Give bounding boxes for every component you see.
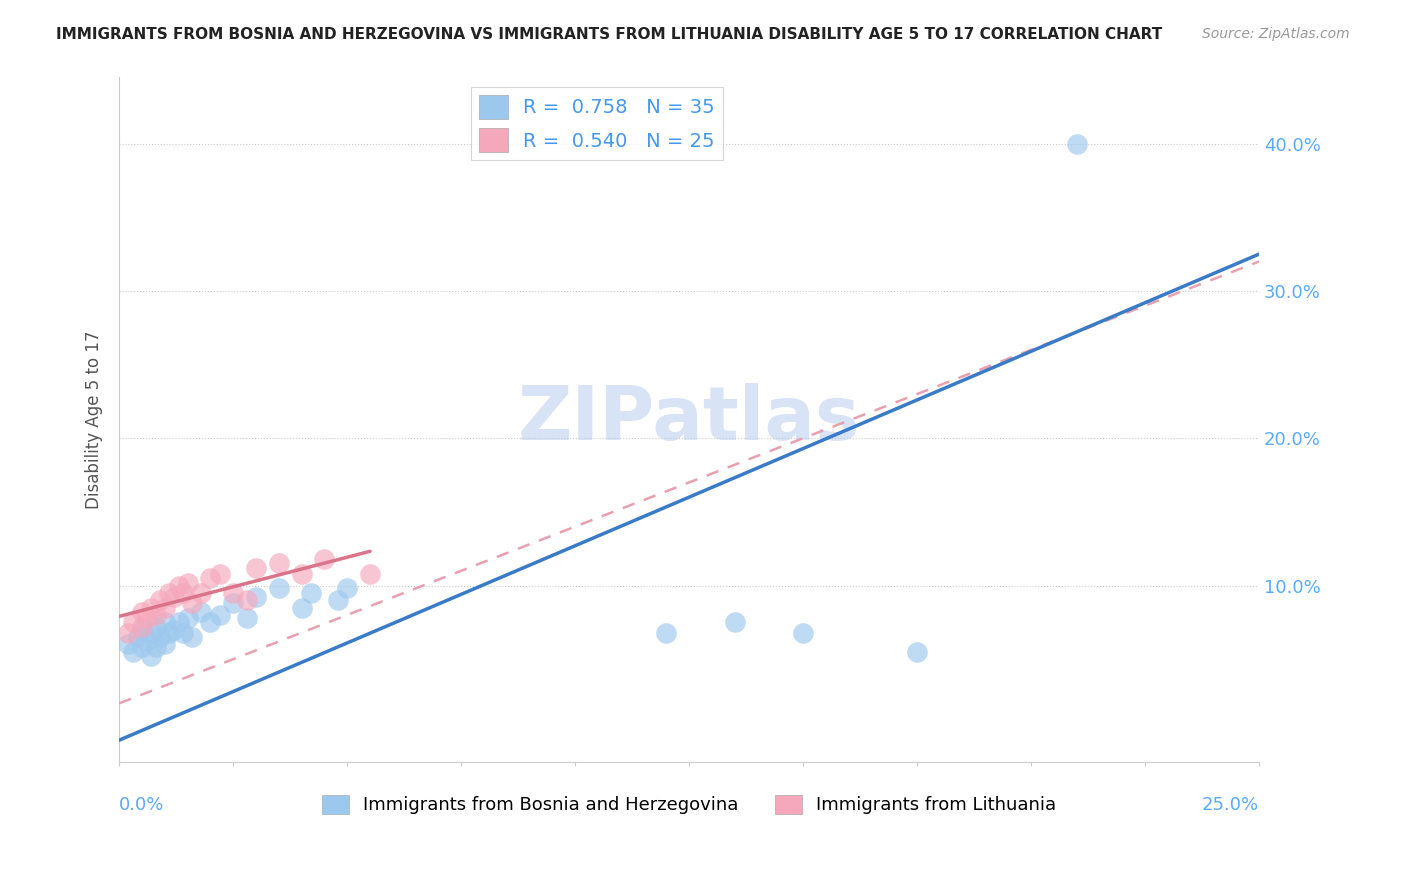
Text: ZIPatlas: ZIPatlas <box>517 384 860 457</box>
Point <box>122 645 145 659</box>
Point <box>145 620 167 634</box>
Point <box>222 596 245 610</box>
Point <box>236 593 259 607</box>
Point <box>141 625 163 640</box>
Point <box>291 566 314 581</box>
Point <box>336 582 359 596</box>
Text: IMMIGRANTS FROM BOSNIA AND HERZEGOVINA VS IMMIGRANTS FROM LITHUANIA DISABILITY A: IMMIGRANTS FROM BOSNIA AND HERZEGOVINA V… <box>56 27 1163 42</box>
Point <box>141 600 163 615</box>
Point <box>176 575 198 590</box>
Point <box>724 615 747 630</box>
Point <box>153 600 176 615</box>
Point <box>222 586 245 600</box>
Point <box>141 649 163 664</box>
Point <box>291 600 314 615</box>
Point <box>359 566 381 581</box>
Point <box>176 611 198 625</box>
Point <box>149 593 172 607</box>
Point <box>131 620 153 634</box>
Text: 25.0%: 25.0% <box>1202 797 1258 814</box>
Point <box>172 625 194 640</box>
Point <box>190 605 212 619</box>
Point <box>131 605 153 619</box>
Point <box>314 552 336 566</box>
Point <box>163 623 186 637</box>
Point <box>905 645 928 659</box>
Point <box>135 634 157 648</box>
Point <box>163 591 186 605</box>
Point <box>190 586 212 600</box>
Point <box>200 571 222 585</box>
Point <box>157 586 180 600</box>
Point <box>245 591 267 605</box>
Point <box>267 582 290 596</box>
Point <box>181 596 204 610</box>
Point <box>167 615 190 630</box>
Point <box>153 615 176 630</box>
Point <box>172 586 194 600</box>
Text: Source: ZipAtlas.com: Source: ZipAtlas.com <box>1202 27 1350 41</box>
Point <box>326 593 349 607</box>
Point <box>1066 136 1088 151</box>
Point <box>131 623 153 637</box>
Point <box>135 611 157 625</box>
Point <box>792 625 814 640</box>
Point <box>145 640 167 655</box>
Point <box>157 625 180 640</box>
Point <box>245 561 267 575</box>
Point <box>122 615 145 630</box>
Point <box>655 625 678 640</box>
Point <box>145 607 167 622</box>
Point <box>181 630 204 644</box>
Point <box>117 637 139 651</box>
Point <box>200 615 222 630</box>
Point <box>267 557 290 571</box>
Point <box>167 578 190 592</box>
Point <box>153 637 176 651</box>
Point <box>149 630 172 644</box>
Point <box>117 625 139 640</box>
Point <box>127 630 149 644</box>
Text: 0.0%: 0.0% <box>120 797 165 814</box>
Y-axis label: Disability Age 5 to 17: Disability Age 5 to 17 <box>86 331 103 509</box>
Point <box>131 640 153 655</box>
Point <box>236 611 259 625</box>
Legend: R =  0.758   N = 35, R =  0.540   N = 25: R = 0.758 N = 35, R = 0.540 N = 25 <box>471 87 723 160</box>
Point <box>208 566 231 581</box>
Point <box>299 586 322 600</box>
Point <box>208 607 231 622</box>
